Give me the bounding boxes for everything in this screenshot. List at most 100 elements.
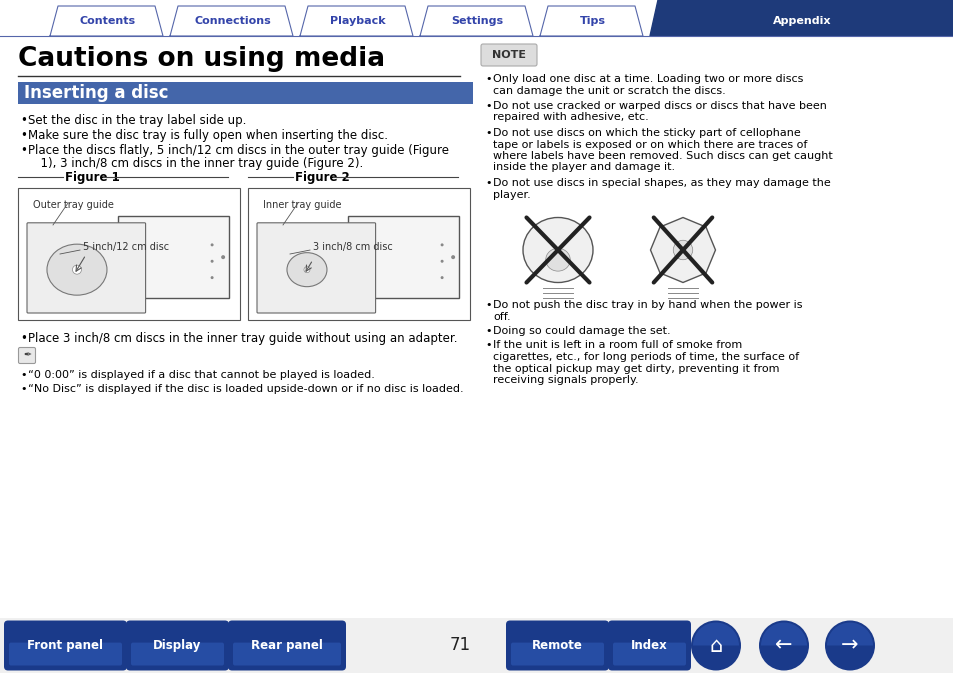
FancyBboxPatch shape — [480, 44, 537, 66]
Text: •: • — [20, 129, 27, 142]
Ellipse shape — [287, 252, 327, 287]
Text: Inserting a disc: Inserting a disc — [24, 84, 169, 102]
FancyBboxPatch shape — [511, 643, 603, 666]
FancyBboxPatch shape — [18, 347, 35, 363]
Bar — [348, 216, 458, 298]
Ellipse shape — [47, 244, 107, 295]
Text: player.: player. — [493, 190, 530, 199]
Circle shape — [72, 265, 81, 274]
Text: Display: Display — [153, 639, 201, 652]
Text: Doing so could damage the set.: Doing so could damage the set. — [493, 326, 670, 336]
Circle shape — [690, 621, 740, 670]
Ellipse shape — [673, 240, 692, 260]
Text: →: → — [841, 635, 858, 656]
FancyBboxPatch shape — [613, 643, 685, 666]
Text: •: • — [20, 144, 27, 157]
Text: can damage the unit or scratch the discs.: can damage the unit or scratch the discs… — [493, 85, 725, 96]
Circle shape — [221, 255, 225, 259]
Wedge shape — [692, 623, 739, 645]
Text: Tips: Tips — [578, 16, 605, 26]
Text: Outer tray guide: Outer tray guide — [33, 200, 113, 210]
Text: •: • — [484, 74, 491, 84]
Text: Set the disc in the tray label side up.: Set the disc in the tray label side up. — [28, 114, 246, 127]
Polygon shape — [419, 6, 533, 36]
Circle shape — [824, 621, 874, 670]
Wedge shape — [826, 623, 872, 645]
Text: inside the player and damage it.: inside the player and damage it. — [493, 162, 675, 172]
Bar — [248, 188, 470, 320]
Polygon shape — [170, 6, 293, 36]
Bar — [18, 188, 240, 320]
Text: Figure 2: Figure 2 — [294, 170, 350, 184]
Text: •: • — [484, 326, 491, 336]
Circle shape — [451, 255, 455, 259]
FancyBboxPatch shape — [607, 621, 690, 670]
Circle shape — [440, 244, 443, 246]
Text: If the unit is left in a room full of smoke from: If the unit is left in a room full of sm… — [493, 341, 741, 351]
Text: ←: ← — [775, 635, 792, 656]
Text: 71: 71 — [449, 637, 470, 655]
Text: where labels have been removed. Such discs can get caught: where labels have been removed. Such dis… — [493, 151, 832, 161]
Text: Only load one disc at a time. Loading two or more discs: Only load one disc at a time. Loading tw… — [493, 74, 802, 84]
Polygon shape — [50, 6, 163, 36]
Ellipse shape — [545, 248, 570, 271]
Text: off.: off. — [493, 312, 510, 322]
Text: Place the discs flatly, 5 inch/12 cm discs in the outer tray guide (Figure: Place the discs flatly, 5 inch/12 cm dis… — [28, 144, 449, 157]
Text: Rear panel: Rear panel — [251, 639, 323, 652]
Text: Do not use discs on which the sticky part of cellophane: Do not use discs on which the sticky par… — [493, 128, 800, 138]
Text: Remote: Remote — [532, 639, 582, 652]
FancyBboxPatch shape — [9, 643, 122, 666]
Text: Place 3 inch/8 cm discs in the inner tray guide without using an adapter.: Place 3 inch/8 cm discs in the inner tra… — [28, 332, 457, 345]
Text: Do not use cracked or warped discs or discs that have been: Do not use cracked or warped discs or di… — [493, 101, 826, 111]
FancyBboxPatch shape — [256, 223, 375, 313]
Text: Contents: Contents — [79, 16, 135, 26]
Text: Do not push the disc tray in by hand when the power is: Do not push the disc tray in by hand whe… — [493, 300, 801, 310]
FancyBboxPatch shape — [27, 223, 146, 313]
Bar — [18, 82, 473, 104]
Text: the optical pickup may get dirty, preventing it from: the optical pickup may get dirty, preven… — [493, 363, 779, 374]
Text: NOTE: NOTE — [492, 50, 525, 60]
Polygon shape — [649, 0, 953, 36]
Circle shape — [211, 276, 213, 279]
FancyBboxPatch shape — [131, 643, 224, 666]
Text: 5 inch/12 cm disc: 5 inch/12 cm disc — [83, 242, 169, 252]
Text: “0 0:00” is displayed if a disc that cannot be played is loaded.: “0 0:00” is displayed if a disc that can… — [28, 370, 375, 380]
Text: Index: Index — [631, 639, 667, 652]
Text: receiving signals properly.: receiving signals properly. — [493, 375, 638, 385]
Text: •: • — [484, 300, 491, 310]
Circle shape — [759, 621, 808, 670]
Text: Connections: Connections — [193, 16, 271, 26]
Ellipse shape — [522, 217, 593, 283]
FancyBboxPatch shape — [126, 621, 229, 670]
Bar — [118, 216, 229, 298]
Text: Inner tray guide: Inner tray guide — [263, 200, 341, 210]
Text: 1), 3 inch/8 cm discs in the inner tray guide (Figure 2).: 1), 3 inch/8 cm discs in the inner tray … — [33, 157, 363, 170]
Circle shape — [211, 260, 213, 262]
Text: tape or labels is exposed or on which there are traces of: tape or labels is exposed or on which th… — [493, 139, 806, 149]
Text: Cautions on using media: Cautions on using media — [18, 46, 385, 72]
Text: ⌂: ⌂ — [709, 635, 721, 656]
Circle shape — [211, 244, 213, 246]
Text: Settings: Settings — [451, 16, 503, 26]
FancyBboxPatch shape — [233, 643, 340, 666]
Text: 3 inch/8 cm disc: 3 inch/8 cm disc — [313, 242, 393, 252]
Polygon shape — [650, 217, 715, 283]
Text: Figure 1: Figure 1 — [65, 170, 120, 184]
Circle shape — [304, 267, 310, 273]
FancyBboxPatch shape — [505, 621, 608, 670]
Polygon shape — [299, 6, 413, 36]
Wedge shape — [760, 623, 806, 645]
Text: “No Disc” is displayed if the disc is loaded upside-down or if no disc is loaded: “No Disc” is displayed if the disc is lo… — [28, 384, 463, 394]
Text: Appendix: Appendix — [772, 16, 830, 26]
Circle shape — [440, 260, 443, 262]
Bar — [0, 618, 953, 673]
Text: cigarettes, etc., for long periods of time, the surface of: cigarettes, etc., for long periods of ti… — [493, 352, 799, 362]
Text: •: • — [484, 178, 491, 188]
Text: •: • — [20, 114, 27, 127]
Polygon shape — [539, 6, 642, 36]
Text: Make sure the disc tray is fully open when inserting the disc.: Make sure the disc tray is fully open wh… — [28, 129, 388, 142]
Text: •: • — [20, 370, 27, 380]
Text: •: • — [484, 128, 491, 138]
Text: Do not use discs in special shapes, as they may damage the: Do not use discs in special shapes, as t… — [493, 178, 830, 188]
Text: •: • — [20, 332, 27, 345]
